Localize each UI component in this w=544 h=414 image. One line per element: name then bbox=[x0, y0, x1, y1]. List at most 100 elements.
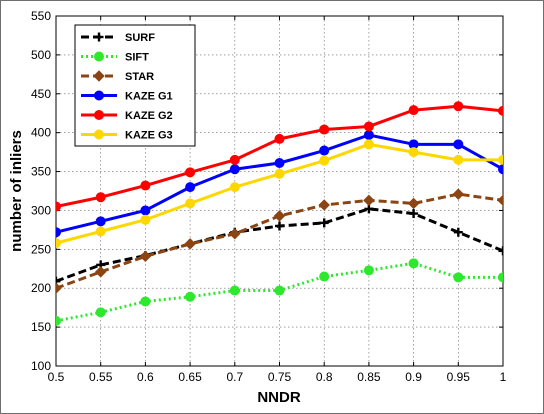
legend-label: KAZE G1 bbox=[125, 91, 173, 103]
x-tick-label: 0.75 bbox=[268, 370, 292, 384]
legend-entry-kaze-g3: KAZE G3 bbox=[81, 129, 173, 142]
data-point-kaze-g2 bbox=[408, 105, 419, 116]
plus-marker bbox=[94, 32, 104, 42]
y-tick-label: 300 bbox=[31, 203, 51, 217]
data-point-kaze-g2 bbox=[229, 154, 240, 165]
data-point-kaze-g2 bbox=[56, 201, 61, 212]
data-point-star bbox=[452, 188, 465, 200]
x-tick-label: 0.9 bbox=[405, 370, 422, 384]
data-point-kaze-g1 bbox=[95, 216, 106, 227]
data-point-star bbox=[229, 228, 241, 240]
data-point-kaze-g2 bbox=[185, 167, 196, 178]
y-tick-label: 450 bbox=[31, 87, 51, 101]
data-point-star bbox=[94, 266, 107, 278]
data-point-kaze-g1 bbox=[140, 205, 151, 216]
y-tick-label: 350 bbox=[31, 165, 51, 179]
x-tick-label: 0.7 bbox=[226, 370, 243, 384]
data-point-sift bbox=[498, 272, 503, 283]
data-point-kaze-g1 bbox=[274, 158, 285, 168]
y-tick-label: 200 bbox=[31, 281, 51, 295]
circle-marker bbox=[94, 110, 104, 120]
data-point-kaze-g3 bbox=[453, 154, 464, 165]
legend-label: SURF bbox=[125, 32, 155, 44]
x-tick-label: 0.5 bbox=[48, 370, 65, 384]
series-kaze-g2 bbox=[56, 101, 503, 212]
series-sift bbox=[56, 258, 503, 326]
legend-entry-kaze-g1: KAZE G1 bbox=[81, 90, 173, 103]
data-point-kaze-g2 bbox=[453, 101, 464, 112]
data-point-surf bbox=[409, 209, 419, 219]
y-tick-label: 400 bbox=[31, 126, 51, 140]
x-tick-label: 0.95 bbox=[447, 370, 471, 384]
data-point-sift bbox=[229, 285, 240, 296]
data-point-surf bbox=[319, 218, 329, 228]
data-point-sift bbox=[408, 258, 419, 269]
y-tick-label: 250 bbox=[31, 242, 51, 256]
x-tick-label: 0.65 bbox=[178, 370, 202, 384]
data-point-star bbox=[273, 210, 286, 222]
y-tick-label: 550 bbox=[31, 9, 51, 23]
y-tick-label: 150 bbox=[31, 320, 51, 334]
data-point-surf bbox=[275, 221, 284, 231]
axis-ticks: 0.5 0.55 0.6 0.65 0.7 0.75 0.8 0.85 0.9 0.95 1 100 1… bbox=[31, 9, 507, 384]
data-point-kaze-g3 bbox=[140, 214, 151, 225]
legend-entry-kaze-g2: KAZE G2 bbox=[81, 110, 173, 122]
data-point-sift bbox=[185, 291, 196, 302]
x-tick-label: 0.6 bbox=[137, 370, 154, 384]
y-tick-label: 100 bbox=[31, 359, 51, 373]
data-point-kaze-g1 bbox=[185, 182, 196, 193]
data-point-sift bbox=[95, 307, 106, 318]
legend-label: STAR bbox=[125, 71, 154, 83]
data-point-kaze-g2 bbox=[319, 124, 330, 135]
data-point-kaze-g1 bbox=[319, 145, 330, 156]
data-point-kaze-g1 bbox=[363, 130, 374, 140]
data-point-kaze-g2 bbox=[363, 121, 374, 132]
data-point-sift bbox=[319, 271, 330, 282]
grid bbox=[56, 16, 503, 366]
data-point-kaze-g1 bbox=[56, 227, 61, 238]
data-point-kaze-g3 bbox=[274, 168, 285, 179]
data-point-sift bbox=[274, 285, 285, 296]
data-point-kaze-g1 bbox=[229, 164, 240, 175]
series-kaze-g3 bbox=[56, 139, 503, 249]
x-tick-label: 0.55 bbox=[89, 370, 113, 384]
data-point-surf bbox=[453, 227, 463, 237]
data-point-kaze-g3 bbox=[408, 147, 419, 158]
data-point-kaze-g3 bbox=[498, 154, 503, 165]
x-tick-label: 0.85 bbox=[357, 370, 381, 384]
diamond-marker bbox=[93, 70, 105, 82]
data-point-sift bbox=[453, 272, 464, 283]
legend-label: KAZE G2 bbox=[125, 110, 173, 122]
data-point-sift bbox=[56, 315, 61, 326]
data-point-star bbox=[139, 250, 152, 263]
circle-marker bbox=[94, 51, 104, 62]
data-point-star bbox=[363, 194, 375, 207]
data-point-kaze-g1 bbox=[453, 139, 464, 150]
circle-marker bbox=[94, 129, 104, 140]
data-point-kaze-g3 bbox=[319, 155, 330, 166]
series-star bbox=[56, 188, 503, 294]
legend-entry-star: STAR bbox=[81, 70, 154, 83]
data-point-star bbox=[318, 199, 330, 211]
data-point-star bbox=[407, 197, 420, 210]
series-kaze-g1 bbox=[56, 130, 503, 238]
data-point-kaze-g2 bbox=[140, 180, 151, 191]
legend-box bbox=[74, 24, 196, 147]
data-point-kaze-g3 bbox=[185, 198, 196, 209]
x-tick-label: 0.8 bbox=[316, 370, 333, 384]
y-tick-label: 500 bbox=[31, 48, 51, 62]
data-point-star bbox=[184, 238, 196, 250]
legend-label: SIFT bbox=[125, 52, 149, 64]
data-point-kaze-g3 bbox=[229, 182, 240, 193]
data-point-kaze-g3 bbox=[56, 238, 61, 249]
data-point-kaze-g2 bbox=[498, 105, 503, 116]
data-point-sift bbox=[363, 265, 374, 276]
data-point-sift bbox=[140, 296, 151, 307]
x-tick-label: 1 bbox=[500, 370, 507, 384]
legend-entry-sift: SIFT bbox=[81, 51, 149, 64]
y-axis-label: number of inliers bbox=[8, 130, 25, 252]
legend-label: KAZE G3 bbox=[125, 130, 173, 142]
circle-marker bbox=[94, 90, 104, 101]
legend-entry-surf: SURF bbox=[81, 32, 155, 44]
